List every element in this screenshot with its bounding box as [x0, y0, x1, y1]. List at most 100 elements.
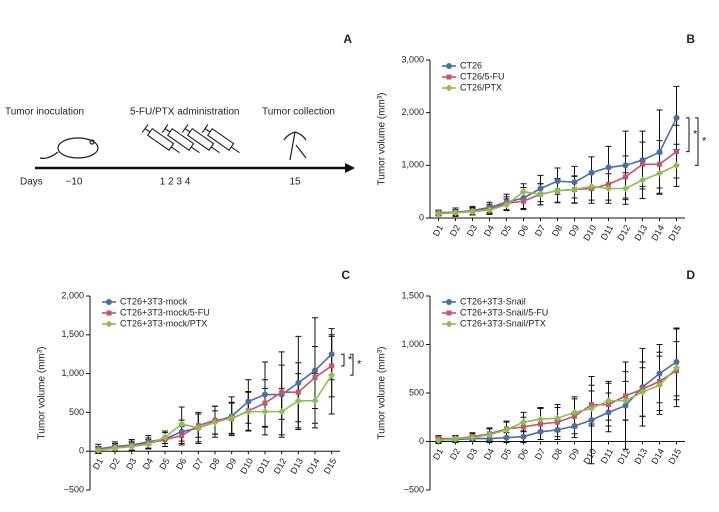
marker: [435, 210, 442, 218]
marker: [657, 378, 662, 384]
marker: [639, 176, 646, 184]
marker: [555, 419, 560, 425]
x-tick-label: D12: [615, 223, 632, 242]
x-tick-label: D9: [224, 456, 238, 471]
marker: [639, 388, 646, 396]
marker: [469, 208, 476, 216]
marker: [572, 413, 577, 419]
marker: [503, 434, 510, 441]
marker: [537, 428, 544, 435]
marker: [294, 397, 302, 405]
marker: [278, 408, 286, 416]
marker: [673, 114, 680, 121]
marker: [94, 446, 102, 454]
x-tick-label: D2: [107, 456, 121, 471]
marker: [571, 186, 578, 194]
y-tick-label: 1,000: [401, 339, 424, 349]
x-tick-label: D8: [550, 447, 564, 462]
x-tick-label: D14: [649, 447, 666, 466]
marker: [261, 408, 269, 416]
x-tick-label: D2: [448, 223, 462, 238]
y-tick-label: −500: [64, 484, 84, 494]
x-tick-label: D7: [191, 456, 205, 471]
significance-label: *: [357, 359, 362, 371]
marker: [554, 414, 561, 422]
marker: [622, 397, 629, 405]
marker: [554, 178, 561, 185]
x-tick-label: D15: [666, 223, 683, 242]
marker: [656, 381, 663, 389]
x-tick-label: D9: [567, 447, 581, 462]
marker: [520, 418, 527, 426]
marker: [328, 351, 335, 358]
x-tick-label: D10: [581, 223, 598, 242]
marker: [311, 397, 319, 405]
marker: [537, 415, 544, 423]
y-tick-label: 500: [69, 407, 84, 417]
marker: [469, 434, 476, 442]
timeline-arrow: [345, 163, 355, 173]
x-tick-label: D14: [305, 456, 322, 475]
marker: [446, 63, 452, 69]
marker: [622, 162, 629, 169]
marker: [435, 437, 442, 445]
marker: [520, 433, 527, 440]
x-tick-label: D4: [482, 447, 496, 462]
legend-label: CT26/PTX: [460, 82, 502, 92]
legend-label: CT26: [460, 60, 482, 70]
panel-letter: C: [341, 268, 350, 282]
significance-bracket: [341, 353, 345, 367]
marker: [656, 149, 663, 156]
marker: [445, 84, 453, 92]
marker: [673, 161, 680, 169]
marker: [446, 74, 452, 80]
mouse-icon: [39, 137, 99, 159]
marker: [445, 320, 453, 328]
x-tick-label: D3: [465, 447, 479, 462]
x-tick-label: D4: [141, 456, 155, 471]
axis-label: Days: [20, 177, 43, 188]
day-label: −10: [66, 177, 83, 188]
marker: [503, 426, 510, 434]
marker: [622, 185, 629, 193]
marker: [656, 370, 663, 377]
x-tick-label: D10: [238, 456, 255, 475]
legend-label: CT26+3T3-mock/5-FU: [120, 307, 210, 317]
marker: [588, 182, 595, 190]
marker: [640, 161, 645, 167]
marker: [244, 408, 252, 416]
marker: [571, 179, 578, 186]
marker: [295, 379, 302, 386]
y-tick-label: 0: [79, 446, 84, 456]
marker: [128, 443, 136, 451]
x-tick-label: D11: [599, 223, 616, 242]
scissors-icon: [283, 131, 307, 161]
x-tick-label: D14: [649, 223, 666, 242]
x-tick-label: D7: [533, 223, 547, 238]
x-tick-label: D12: [272, 456, 289, 475]
marker: [312, 367, 318, 374]
marker: [279, 389, 285, 395]
significance-label: *: [348, 354, 353, 366]
x-tick-label: D6: [174, 456, 188, 471]
legend-label: CT26+3T3-Snail/PTX: [460, 318, 546, 328]
legend-label: CT26+3T3-mock/PTX: [120, 318, 207, 328]
y-tick-label: 1,500: [61, 329, 84, 339]
marker: [144, 440, 152, 448]
y-tick-label: 0: [419, 212, 424, 222]
marker: [521, 198, 526, 204]
marker: [520, 188, 527, 196]
x-tick-label: D7: [533, 447, 547, 462]
day-label: 15: [289, 177, 301, 188]
marker: [606, 181, 611, 187]
x-tick-label: D15: [322, 456, 339, 475]
marker: [446, 299, 452, 305]
marker: [328, 371, 336, 379]
marker: [179, 433, 185, 439]
step-label: 5-FU/PTX administration: [130, 107, 239, 118]
panel-letter: D: [686, 268, 695, 282]
y-tick-label: 3,000: [401, 54, 424, 64]
marker: [639, 157, 646, 164]
marker: [452, 435, 459, 443]
